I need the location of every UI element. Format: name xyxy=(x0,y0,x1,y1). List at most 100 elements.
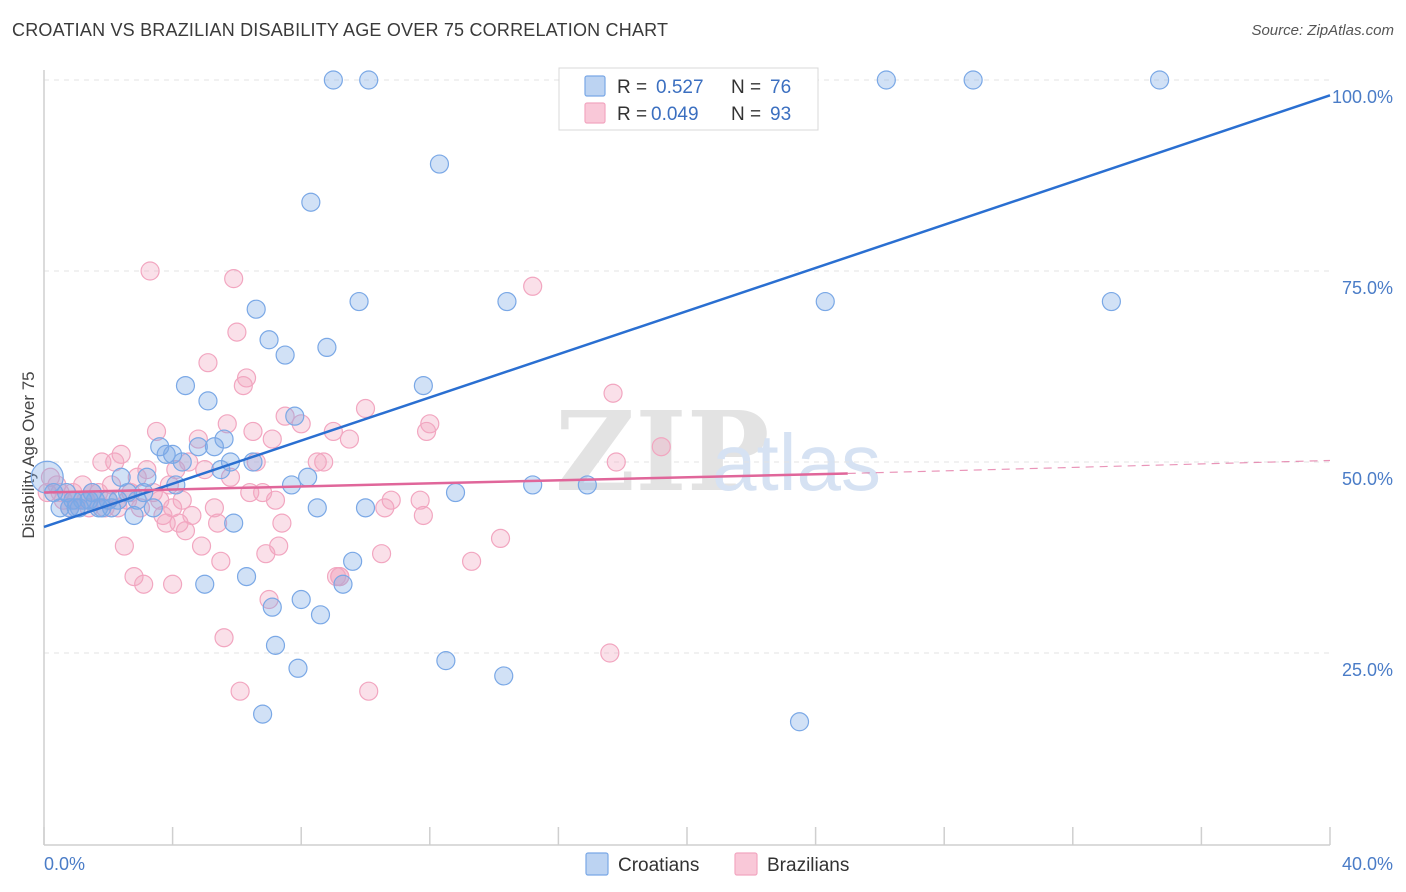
croatian-point xyxy=(175,376,196,396)
brazilian-point xyxy=(140,261,160,281)
croatian-point xyxy=(355,498,376,518)
croatian-point xyxy=(963,70,983,90)
brazilian-point xyxy=(114,536,134,556)
croatian-point xyxy=(307,498,327,518)
croatian-point xyxy=(317,337,337,357)
croatian-trend-line xyxy=(43,94,1331,529)
brazilian-point xyxy=(651,437,671,457)
croatian-point xyxy=(359,70,379,90)
brazilian-point xyxy=(191,536,212,556)
bottom-legend-swatch-brazilians xyxy=(734,852,758,876)
y-tick-label-100: 100.0% xyxy=(1332,87,1393,107)
croatian-point xyxy=(1150,70,1170,90)
croatian-point xyxy=(429,154,450,174)
croatian-point xyxy=(291,589,311,610)
source-label: Source: ZipAtlas.com xyxy=(1251,22,1394,39)
brazilian-point xyxy=(262,429,282,449)
croatian-point xyxy=(281,475,302,495)
croatian-point xyxy=(1101,291,1121,312)
brazilian-point xyxy=(606,452,626,472)
y-tick-label-25: 25.0% xyxy=(1342,660,1393,680)
brazilian-point xyxy=(490,528,511,549)
croatian-point xyxy=(301,192,321,212)
legend-r-value-brazilian: 0.049 xyxy=(651,104,699,125)
legend-r-label-croatian: R = xyxy=(617,77,647,98)
croatian-point xyxy=(523,475,543,495)
brazilian-point xyxy=(420,414,440,434)
x-tick-label-max: 40.0% xyxy=(1342,854,1393,874)
brazilian-point xyxy=(269,536,289,556)
brazilian-point xyxy=(371,544,392,564)
brazilian-trend-extension xyxy=(847,459,1331,475)
croatian-point xyxy=(214,429,234,449)
brazilian-point xyxy=(243,421,263,442)
brazilian-point xyxy=(461,551,482,571)
brazilian-point xyxy=(208,513,228,533)
croatian-point xyxy=(413,376,433,396)
brazilian-point xyxy=(600,643,620,663)
brazilian-point xyxy=(134,574,154,594)
bottom-legend-brazilians: Brazilians xyxy=(767,855,849,876)
y-tick-label-75: 75.0% xyxy=(1342,278,1393,298)
croatian-point xyxy=(815,291,835,312)
brazilian-point xyxy=(410,490,430,510)
croatian-point xyxy=(876,70,896,90)
croatian-point xyxy=(285,406,305,426)
croatian-point xyxy=(163,444,183,464)
brazilian-point xyxy=(137,460,157,480)
brazilian-points xyxy=(37,261,671,701)
croatian-point xyxy=(494,666,514,686)
brazilian-point xyxy=(375,498,395,518)
croatian-point xyxy=(262,597,282,617)
brazilian-point xyxy=(355,398,376,419)
stats-legend: R = 0.527 N = 76 R = 0.049 N = 93 xyxy=(558,67,819,131)
brazilian-point xyxy=(182,505,202,526)
brazilian-point xyxy=(179,452,199,472)
brazilian-point xyxy=(230,681,250,701)
brazilian-point xyxy=(275,406,295,426)
brazilian-point xyxy=(146,421,167,442)
croatian-point xyxy=(288,658,308,678)
brazilian-point xyxy=(40,467,61,487)
croatian-point xyxy=(789,712,810,732)
brazilian-point xyxy=(220,467,241,487)
gridlines xyxy=(44,79,1330,654)
croatian-point xyxy=(195,574,215,594)
croatian-point xyxy=(253,704,273,724)
brazilian-point xyxy=(272,513,292,533)
croatian-point xyxy=(124,505,144,526)
brazilian-point xyxy=(265,490,286,510)
x-ticks xyxy=(43,827,1331,845)
brazilian-point xyxy=(204,498,224,518)
brazilian-point xyxy=(323,421,343,442)
legend-n-value-croatian: 76 xyxy=(770,77,791,98)
brazilian-point xyxy=(188,429,208,449)
legend-n-value-brazilian: 93 xyxy=(770,104,791,125)
croatian-point xyxy=(259,330,279,350)
series-legend: Croatians Brazilians xyxy=(585,852,849,876)
brazilian-point xyxy=(198,353,218,373)
croatian-point xyxy=(224,513,244,533)
brazilian-point xyxy=(236,368,257,388)
croatian-point xyxy=(445,482,466,503)
legend-swatch-brazilian xyxy=(584,102,606,124)
brazilian-point xyxy=(413,505,433,526)
x-tick-label-min: 0.0% xyxy=(44,854,85,874)
legend-n-label-brazilian: N = xyxy=(731,104,761,125)
bottom-legend-swatch-croatians xyxy=(585,852,609,876)
legend-n-label-croatian: N = xyxy=(731,77,761,98)
croatian-point xyxy=(343,551,363,571)
brazilian-point xyxy=(603,383,623,403)
brazilian-point xyxy=(227,322,247,342)
croatian-point xyxy=(137,467,157,487)
croatian-point xyxy=(497,291,517,312)
brazilian-point xyxy=(307,452,327,472)
bottom-legend-croatians: Croatians xyxy=(618,855,699,876)
croatian-point xyxy=(436,651,456,671)
croatian-point xyxy=(246,299,266,319)
brazilian-point xyxy=(124,566,144,587)
croatian-point xyxy=(310,605,331,625)
legend-r-label-brazilian: R = xyxy=(617,104,647,125)
brazilian-point xyxy=(359,681,379,701)
